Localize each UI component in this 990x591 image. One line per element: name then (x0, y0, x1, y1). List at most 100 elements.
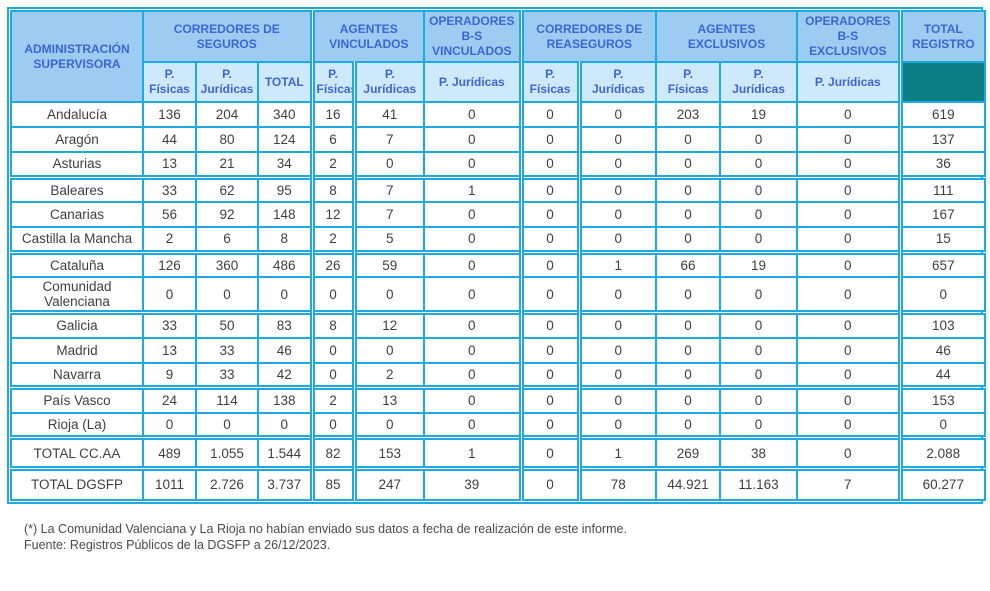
registry-table-container: ADMINISTRACIÓN SUPERVISORA CORREDORES DE… (7, 7, 987, 504)
value-cell: 0 (309, 411, 356, 439)
table-row: Galicia 33 50 83 8 12 0 0 0 0 0 0 103 (10, 310, 987, 339)
table-row: TOTAL CC.AA 489 1.055 1.544 82 153 1 0 1 269 38 0 2.… (10, 435, 987, 470)
value-cell: 33 (142, 310, 197, 339)
row-label: Castilla la Mancha (10, 226, 144, 253)
value-cell: 39 (423, 466, 523, 501)
value-cell: 0 (256, 276, 314, 314)
value-cell: 0 (655, 385, 722, 414)
value-cell: 0 (655, 201, 722, 228)
value-cell: 56 (142, 201, 197, 228)
value-cell: 1.055 (195, 435, 259, 470)
value-cell: 0 (518, 336, 581, 364)
value-cell: 0 (309, 276, 356, 314)
value-cell: 657 (897, 249, 987, 278)
value-cell: 1.544 (256, 435, 314, 470)
row-label: Canarias (10, 201, 144, 228)
value-cell: 103 (897, 310, 987, 339)
value-cell: 0 (142, 276, 197, 314)
value-cell: 0 (655, 276, 722, 314)
row-label: Navarra (10, 361, 144, 389)
value-cell: 0 (796, 101, 902, 128)
value-cell: 0 (518, 249, 581, 278)
value-cell: 0 (351, 411, 426, 439)
value-cell: 0 (423, 411, 523, 439)
corner-header-administracion-supervisora: ADMINISTRACIÓN SUPERVISORA (10, 10, 144, 103)
value-cell: 12 (351, 310, 426, 339)
value-cell: 60.277 (897, 466, 987, 501)
value-cell: 0 (655, 151, 722, 178)
value-cell: 0 (655, 310, 722, 339)
value-cell: 0 (518, 276, 581, 314)
value-cell: 0 (655, 411, 722, 439)
value-cell: 0 (576, 126, 658, 153)
value-cell: 489 (142, 435, 197, 470)
value-cell: 15 (897, 226, 987, 253)
value-cell: 0 (423, 310, 523, 339)
value-cell: 0 (576, 226, 658, 253)
value-cell: 0 (518, 385, 581, 414)
value-cell: 114 (195, 385, 259, 414)
value-cell: 0 (796, 435, 902, 470)
value-cell: 0 (576, 201, 658, 228)
value-cell: 111 (897, 174, 987, 203)
value-cell: 0 (796, 174, 902, 203)
table-row: Asturias 13 21 34 2 0 0 0 0 0 0 0 36 (10, 151, 987, 178)
value-cell: 0 (719, 201, 799, 228)
value-cell: 33 (195, 361, 259, 389)
footnotes: (*) La Comunidad Valenciana y La Rioja n… (24, 521, 990, 555)
row-label: Galicia (10, 310, 144, 339)
value-cell: 0 (309, 361, 356, 389)
row-label: TOTAL DGSFP (10, 466, 144, 501)
header-sub-row: P. Físicas P. Jurídicas TOTAL P. Físicas… (11, 61, 987, 103)
value-cell: 0 (351, 151, 426, 178)
value-cell: 0 (423, 336, 523, 364)
value-cell: 0 (195, 276, 259, 314)
value-cell: 41 (351, 101, 426, 128)
table-row: Andalucía 136 204 340 16 41 0 0 0 203 19 0 619 (10, 101, 987, 128)
value-cell: 82 (309, 435, 356, 470)
value-cell: 0 (518, 466, 581, 501)
value-cell: 0 (423, 226, 523, 253)
value-cell: 0 (518, 411, 581, 439)
value-cell: 95 (256, 174, 314, 203)
value-cell: 0 (423, 276, 523, 314)
table-row: Baleares 33 62 95 8 7 1 0 0 0 0 0 111 (10, 174, 987, 203)
table-row: Madrid 13 33 46 0 0 0 0 0 0 0 0 46 (10, 336, 987, 364)
row-label: País Vasco (10, 385, 144, 414)
value-cell: 486 (256, 249, 314, 278)
value-cell: 0 (719, 361, 799, 389)
total-registro-teal-cell (897, 61, 987, 103)
value-cell: 0 (518, 101, 581, 128)
col-group-agentes-vinculados: AGENTES VINCULADOS (309, 10, 426, 63)
value-cell: 360 (195, 249, 259, 278)
subcol-reaseguros-juridicas: P. Jurídicas (576, 61, 658, 103)
value-cell: 21 (195, 151, 259, 178)
col-group-corredores-seguros: CORREDORES DE SEGUROS (141, 10, 314, 63)
value-cell: 167 (897, 201, 987, 228)
value-cell: 0 (518, 151, 581, 178)
row-label: Asturias (10, 151, 144, 178)
value-cell: 0 (576, 336, 658, 364)
value-cell: 0 (897, 411, 987, 439)
value-cell: 85 (309, 466, 356, 501)
value-cell: 1 (576, 249, 658, 278)
value-cell: 0 (518, 226, 581, 253)
value-cell: 0 (796, 276, 902, 314)
value-cell: 0 (309, 336, 356, 364)
value-cell: 1 (576, 435, 658, 470)
subcol-agentes-excl-fisicas: P. Físicas (655, 61, 722, 103)
value-cell: 83 (256, 310, 314, 339)
row-label: Aragón (10, 126, 144, 153)
value-cell: 0 (576, 151, 658, 178)
value-cell: 0 (655, 126, 722, 153)
value-cell: 2 (309, 385, 356, 414)
value-cell: 126 (142, 249, 197, 278)
value-cell: 0 (576, 385, 658, 414)
col-group-total-registro: TOTAL REGISTRO (897, 10, 987, 63)
table-row: Aragón 44 80 124 6 7 0 0 0 0 0 0 137 (10, 126, 987, 153)
value-cell: 0 (423, 249, 523, 278)
value-cell: 13 (142, 151, 197, 178)
col-group-operadores-bs-vinculados: OPERADORES B-S VINCULADOS (423, 10, 523, 63)
value-cell: 0 (719, 411, 799, 439)
subcol-corredores-juridicas: P. Jurídicas (195, 61, 259, 103)
